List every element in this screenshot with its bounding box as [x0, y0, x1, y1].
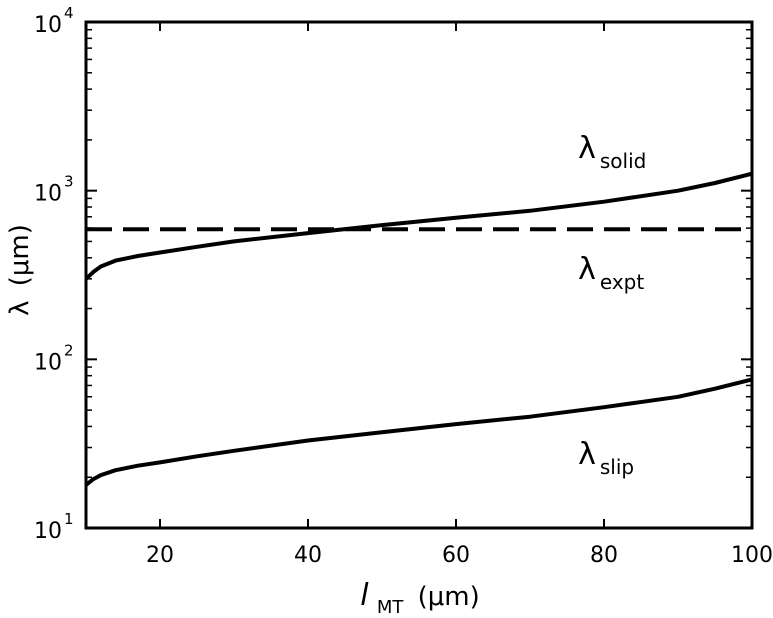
- y-axis-symbol: λ: [5, 301, 35, 316]
- x-tick-label: 80: [590, 543, 618, 568]
- y-tick-exponent: 3: [64, 173, 74, 191]
- y-axis-unit: (μm): [5, 224, 35, 286]
- y-tick-exponent: 4: [64, 4, 74, 22]
- x-axis-unit: (μm): [418, 582, 480, 612]
- x-axis-symbol: l: [360, 578, 369, 613]
- x-axis-subscript: MT: [377, 597, 405, 618]
- curve-label-symbol: λ: [578, 252, 596, 287]
- x-tick-label: 100: [731, 543, 773, 568]
- curve-label-expt: λ expt: [578, 252, 644, 294]
- series-solid-line: [84, 171, 753, 281]
- curve-label-slip: λ slip: [578, 437, 634, 479]
- curves-layer: [84, 171, 753, 487]
- x-tick-label: 40: [294, 543, 322, 568]
- y-tick-label: 10 4: [34, 4, 74, 38]
- curve-label-symbol: λ: [578, 437, 596, 472]
- y-tick-label: 10 2: [34, 341, 74, 375]
- curve-label-subscript: solid: [600, 149, 646, 173]
- x-axis-label: l MT (μm): [360, 578, 480, 618]
- x-axis: 20 40 60 80 100: [146, 22, 773, 568]
- series-slip-line: [84, 377, 753, 487]
- y-tick-exponent: 1: [64, 510, 74, 528]
- x-tick-label: 20: [146, 543, 174, 568]
- curve-label-symbol: λ: [578, 131, 596, 166]
- curve-label-subscript: expt: [600, 270, 644, 294]
- curve-label-solid: λ solid: [578, 131, 646, 173]
- x-tick-label: 60: [442, 543, 470, 568]
- y-tick-exponent: 2: [64, 341, 74, 359]
- y-tick-label: 10 3: [34, 173, 74, 207]
- y-tick-label: 10 1: [34, 510, 74, 544]
- curve-label-subscript: slip: [600, 455, 634, 479]
- plot-frame: [84, 20, 754, 530]
- y-axis-label: λ (μm): [5, 224, 35, 316]
